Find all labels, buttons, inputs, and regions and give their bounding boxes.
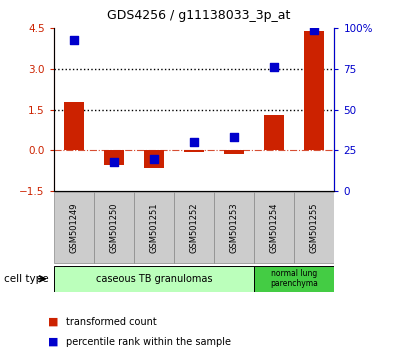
Text: GSM501255: GSM501255 <box>310 202 319 253</box>
Text: GSM501250: GSM501250 <box>109 202 118 253</box>
Bar <box>54 266 254 292</box>
Bar <box>64 102 84 150</box>
Text: GSM501254: GSM501254 <box>270 202 279 253</box>
Point <box>151 156 157 161</box>
Bar <box>94 192 134 263</box>
Point <box>231 135 237 140</box>
Text: normal lung
parenchyma: normal lung parenchyma <box>270 269 318 289</box>
Bar <box>174 192 214 263</box>
Bar <box>264 115 284 150</box>
Point <box>311 27 318 33</box>
Bar <box>254 266 334 292</box>
Bar <box>134 192 174 263</box>
Bar <box>144 150 164 168</box>
Bar <box>254 192 294 263</box>
Point <box>191 139 197 145</box>
Text: GDS4256 / g11138033_3p_at: GDS4256 / g11138033_3p_at <box>107 9 291 22</box>
Text: cell type: cell type <box>4 274 49 284</box>
Bar <box>54 192 94 263</box>
Text: GSM501252: GSM501252 <box>189 202 199 253</box>
Bar <box>304 31 324 150</box>
Point <box>70 37 77 42</box>
Bar <box>104 150 124 165</box>
Text: transformed count: transformed count <box>66 317 156 327</box>
Text: ■: ■ <box>48 317 58 327</box>
Point <box>271 64 277 70</box>
Bar <box>224 150 244 154</box>
Text: ■: ■ <box>48 337 58 347</box>
Bar <box>295 192 334 263</box>
Text: caseous TB granulomas: caseous TB granulomas <box>96 274 212 284</box>
Point <box>111 159 117 165</box>
Bar <box>184 150 204 152</box>
Text: percentile rank within the sample: percentile rank within the sample <box>66 337 231 347</box>
Text: GSM501249: GSM501249 <box>69 202 78 253</box>
Text: GSM501251: GSM501251 <box>149 202 158 253</box>
Bar <box>214 192 254 263</box>
Text: GSM501253: GSM501253 <box>230 202 239 253</box>
